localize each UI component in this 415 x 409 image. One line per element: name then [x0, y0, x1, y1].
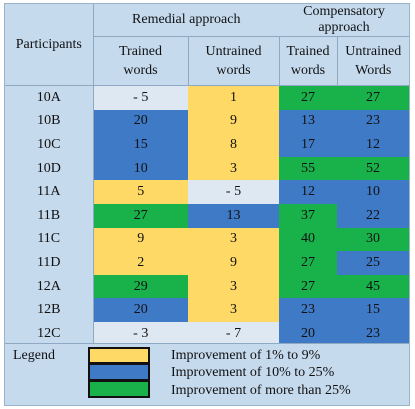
table-row: 10B 20 9 13 23 [5, 109, 409, 134]
legend-swatch-blue [88, 363, 150, 381]
score-cell: 23 [337, 109, 409, 134]
table-row: 11B 27 13 37 22 [5, 203, 409, 228]
score-cell: 13 [188, 203, 279, 228]
participant-id: 12C [5, 321, 94, 346]
score-cell: 45 [337, 274, 409, 299]
legend-title: Legend [13, 348, 55, 363]
compensatory-group-header: Compensatory approach [279, 4, 409, 37]
participant-id: 11D [5, 251, 94, 275]
participant-id: 11A [5, 180, 94, 204]
score-cell: 8 [188, 133, 279, 157]
legend: Legend Improvement of 1% to 9% Improveme… [5, 343, 409, 405]
score-cell: 25 [337, 251, 409, 275]
table-row: 12B 20 3 23 15 [5, 298, 409, 322]
score-cell: 10 [337, 180, 409, 204]
score-cell: 3 [188, 298, 279, 322]
score-cell: - 5 [93, 84, 188, 110]
score-cell: 15 [93, 133, 188, 157]
score-cell: 5 [93, 180, 188, 204]
score-cell: 27 [279, 251, 337, 275]
participant-id: 10D [5, 156, 94, 181]
score-cell: 17 [279, 133, 337, 157]
score-cell: - 7 [188, 321, 279, 346]
score-cell: 20 [93, 298, 188, 322]
participant-id: 11B [5, 203, 94, 228]
participant-id: 10C [5, 133, 94, 157]
score-cell: 13 [279, 109, 337, 134]
subheader-remedial-untrained: Untrained words [187, 36, 279, 86]
score-cell: 20 [279, 321, 337, 346]
participant-id: 12A [5, 274, 94, 299]
legend-label-yellow: Improvement of 1% to 9% [171, 348, 321, 363]
legend-label-green: Improvement of more than 25% [171, 383, 351, 398]
score-cell: 9 [188, 109, 279, 134]
participant-id: 11C [5, 227, 94, 252]
score-cell: 23 [337, 321, 409, 346]
score-cell: 3 [188, 156, 279, 181]
score-cell: 20 [93, 109, 188, 134]
participant-id: 12B [5, 298, 94, 322]
score-cell: 1 [188, 84, 279, 110]
score-cell: 23 [279, 298, 337, 322]
score-cell: 55 [279, 156, 337, 181]
score-cell: 27 [337, 84, 409, 110]
score-cell: 29 [93, 274, 188, 299]
score-cell: - 3 [93, 321, 188, 346]
score-cell: 10 [93, 156, 188, 181]
score-cell: 37 [279, 203, 337, 228]
legend-label-blue: Improvement of 10% to 25% [171, 365, 335, 380]
participants-header: Participants [5, 4, 94, 86]
score-cell: 3 [188, 227, 279, 252]
score-cell: 9 [188, 251, 279, 275]
score-cell: 52 [337, 156, 409, 181]
subheader-remedial-trained: Trained words [93, 36, 188, 86]
score-cell: 12 [337, 133, 409, 157]
table-row: 11A 5- 5 12 10 [5, 180, 409, 204]
score-cell: - 5 [188, 180, 279, 204]
participant-id: 10A [5, 84, 94, 110]
subheader-compensatory-untrained: Untrained Words [336, 36, 409, 86]
remedial-group-header: Remedial approach [93, 4, 279, 37]
results-table: Participants Remedial approach Compensat… [5, 4, 409, 370]
legend-swatch-yellow [88, 347, 150, 364]
participant-id: 10B [5, 109, 94, 134]
table-row: 10D 10 3 55 52 [5, 156, 409, 181]
score-cell: 40 [279, 227, 337, 252]
legend-swatch-green [88, 380, 150, 398]
score-cell: 27 [279, 274, 337, 299]
score-cell: 27 [279, 84, 337, 110]
table-row: 12A 29 3 27 45 [5, 274, 409, 299]
table-row: 10C 15 8 17 12 [5, 133, 409, 157]
score-cell: 12 [279, 180, 337, 204]
score-cell: 15 [337, 298, 409, 322]
score-cell: 9 [93, 227, 188, 252]
score-cell: 2 [93, 251, 188, 275]
table-row: 11D 2 9 27 25 [5, 251, 409, 275]
score-cell: 22 [337, 203, 409, 228]
score-cell: 3 [188, 274, 279, 299]
subheader-compensatory-trained: Trained words [278, 36, 337, 86]
score-cell: 27 [93, 203, 188, 228]
table-row: 11C 9 3 40 30 [5, 227, 409, 252]
score-cell: 30 [337, 227, 409, 252]
table-row: 10A - 5 1 27 27 [5, 84, 409, 110]
table-row: 12C - 3- 7 20 23 [5, 321, 409, 346]
